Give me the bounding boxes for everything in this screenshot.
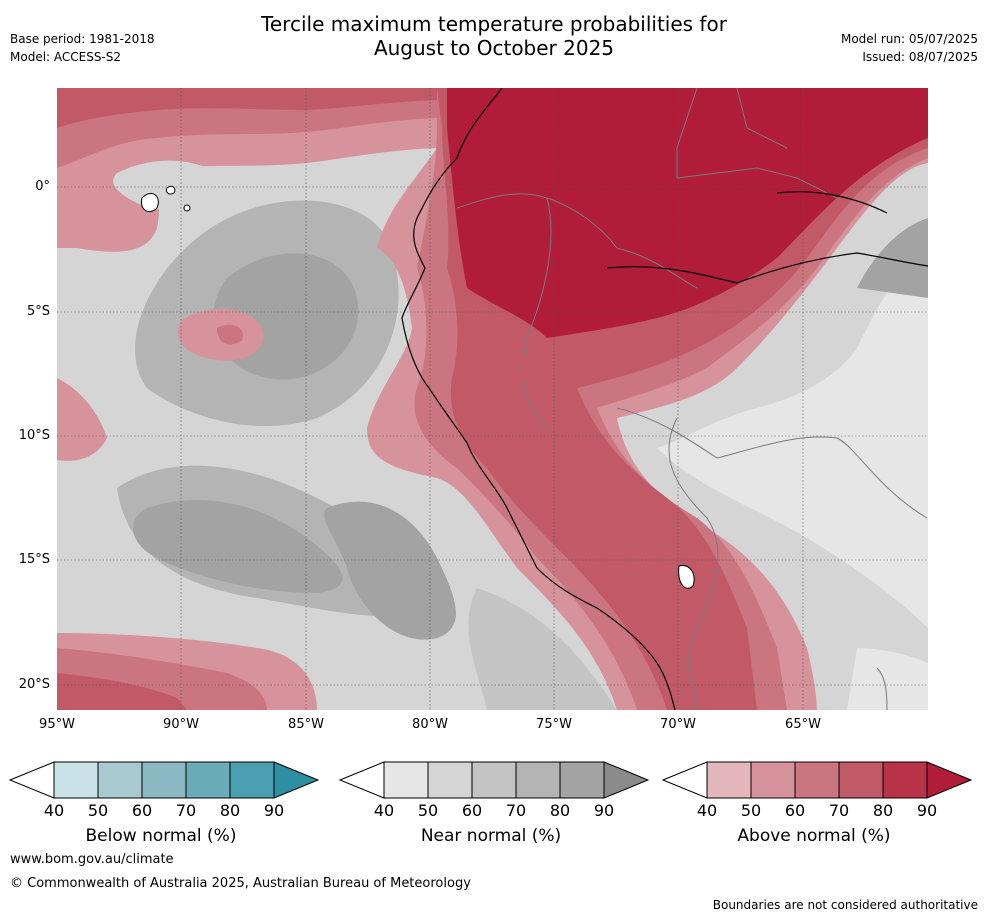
- footer-url[interactable]: www.bom.gov.au/climate: [10, 852, 174, 867]
- near-swatch-5: [559, 761, 605, 799]
- lon-label-70w: 70°W: [660, 717, 696, 732]
- near-tick-90: 90: [593, 801, 615, 820]
- model-run: Model run: 05/07/2025: [840, 32, 978, 46]
- near-swatch-6: [603, 761, 650, 799]
- below-tick-60: 60: [131, 801, 153, 820]
- below-swatch-5: [229, 761, 275, 799]
- near-normal-interior-east: [657, 248, 928, 628]
- below-swatch-2: [97, 761, 143, 799]
- below-tick-80: 80: [219, 801, 241, 820]
- footer-boundary-note: Boundaries are not considered authoritat…: [712, 898, 978, 912]
- meta-right: Model run: 05/07/2025 Issued: 08/07/2025: [841, 30, 978, 66]
- near-normal-60-coast: [468, 588, 617, 710]
- above-tick-80: 80: [872, 801, 894, 820]
- near-swatch-2: [427, 761, 473, 799]
- title-line-1: Tercile maximum temperature probabilitie…: [261, 12, 727, 36]
- near-tick-50: 50: [417, 801, 439, 820]
- near-swatch-4: [515, 761, 561, 799]
- lake-titicaca: [678, 564, 695, 589]
- above-swatch-4: [838, 761, 884, 799]
- above-tick-70: 70: [828, 801, 850, 820]
- lon-label-90w: 90°W: [163, 717, 199, 732]
- legend-above-normal-bar: [661, 761, 973, 799]
- legend-near-normal-bar: [338, 761, 650, 799]
- below-swatch-4: [185, 761, 231, 799]
- near-swatch-3: [471, 761, 517, 799]
- below-tick-90: 90: [263, 801, 285, 820]
- lon-label-80w: 80°W: [412, 717, 448, 732]
- above-swatch-1: [706, 761, 752, 799]
- lat-label-10s: 10°S: [18, 428, 50, 443]
- probability-map: [57, 88, 928, 710]
- near-normal-80-region-east: [324, 501, 456, 640]
- below-tick-40: 40: [43, 801, 65, 820]
- lon-label-65w: 65°W: [785, 717, 821, 732]
- near-normal-80-region-south: [133, 499, 343, 593]
- below-swatch-6: [273, 761, 320, 799]
- lat-label-5s: 5°S: [26, 304, 50, 319]
- legend-below-normal-title: Below normal (%): [85, 826, 237, 846]
- above-normal-north-band-80: [57, 88, 437, 128]
- above-tick-60: 60: [784, 801, 806, 820]
- lat-label-0: 0°: [35, 179, 50, 194]
- near-swatch-1: [383, 761, 429, 799]
- near-normal-galapagos: [113, 160, 227, 211]
- lon-label-85w: 85°W: [288, 717, 324, 732]
- graticule: [57, 88, 928, 710]
- below-tick-50: 50: [87, 801, 109, 820]
- coastline: [401, 88, 928, 710]
- above-swatch-3: [794, 761, 840, 799]
- galapagos-islands: [140, 185, 191, 213]
- lat-label-15s: 15°S: [18, 552, 50, 567]
- near-tick-40: 40: [373, 801, 395, 820]
- above-swatch-0: [661, 761, 708, 799]
- above-swatch-5: [882, 761, 928, 799]
- above-normal-west-patch: [57, 378, 107, 461]
- above-normal-offshore-core: [217, 324, 243, 345]
- above-tick-40: 40: [696, 801, 718, 820]
- below-swatch-3: [141, 761, 187, 799]
- above-normal-southwest-80: [57, 673, 187, 710]
- map-title: Tercile maximum temperature probabilitie…: [0, 12, 988, 60]
- near-normal-southeast: [847, 648, 928, 710]
- legend-near-normal-title: Near normal (%): [420, 826, 562, 846]
- lon-label-75w: 75°W: [536, 717, 572, 732]
- above-normal-continental-90: [447, 88, 928, 338]
- near-tick-80: 80: [549, 801, 571, 820]
- legend-above-normal-title: Above normal (%): [737, 826, 891, 846]
- lat-label-20s: 20°S: [18, 677, 50, 692]
- near-tick-70: 70: [505, 801, 527, 820]
- above-swatch-2: [750, 761, 796, 799]
- above-tick-50: 50: [740, 801, 762, 820]
- model-name: Model: ACCESS-S2: [10, 50, 122, 64]
- title-line-2: August to October 2025: [373, 36, 615, 60]
- near-normal-amazon-80: [857, 218, 928, 298]
- issued-date: Issued: 08/07/2025: [862, 50, 978, 64]
- below-swatch-0: [8, 761, 55, 799]
- meta-left: Base period: 1981-2018 Model: ACCESS-S2: [10, 30, 155, 66]
- above-tick-90: 90: [916, 801, 938, 820]
- below-swatch-1: [53, 761, 99, 799]
- lon-label-95w: 95°W: [39, 717, 75, 732]
- base-period: Base period: 1981-2018: [10, 32, 155, 46]
- below-tick-70: 70: [175, 801, 197, 820]
- near-tick-60: 60: [461, 801, 483, 820]
- near-swatch-0: [338, 761, 385, 799]
- legend-below-normal-bar: [8, 761, 320, 799]
- above-swatch-6: [926, 761, 973, 799]
- footer-copyright: © Commonwealth of Australia 2025, Austra…: [10, 876, 471, 891]
